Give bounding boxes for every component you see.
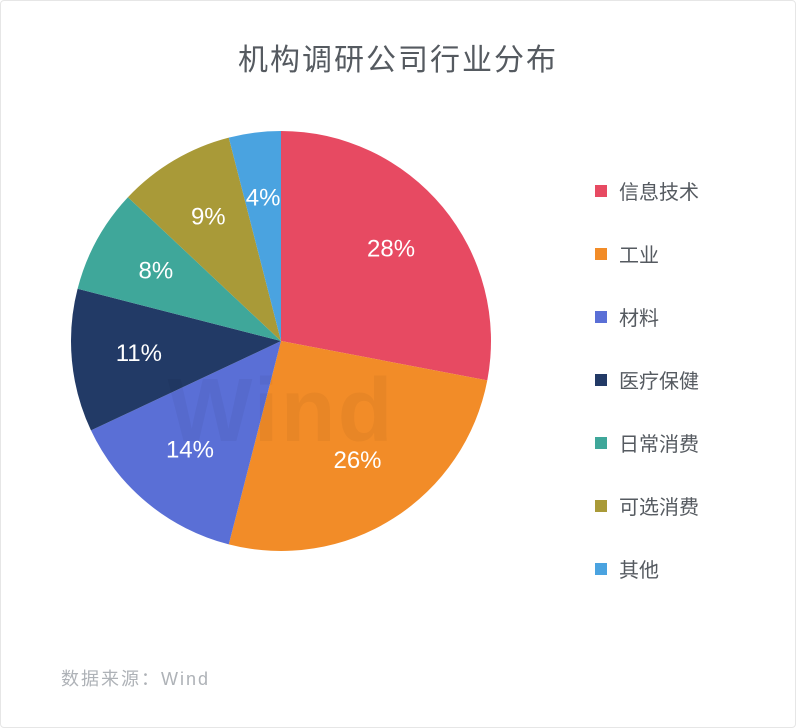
slice-label: 8% [139, 258, 174, 285]
legend-label: 日常消费 [619, 428, 699, 457]
legend-label: 其他 [619, 554, 659, 583]
slice-label: 28% [367, 235, 415, 262]
slice-label: 11% [116, 340, 162, 367]
legend-item: 日常消费 [595, 428, 765, 457]
slice-label: 9% [191, 203, 226, 230]
legend-label: 工业 [619, 239, 659, 268]
legend-item: 其他 [595, 554, 765, 583]
slice-label: 4% [246, 185, 281, 212]
slice-label: 14% [166, 436, 214, 463]
legend-item: 信息技术 [595, 176, 765, 205]
legend-item: 医疗保健 [595, 365, 765, 394]
pie-chart: 28% 26% 14% 11% 8% 9% 4% [61, 121, 501, 561]
legend-swatch [595, 185, 607, 197]
legend-swatch [595, 500, 607, 512]
legend-item: 材料 [595, 302, 765, 331]
legend-swatch [595, 563, 607, 575]
legend-label: 材料 [619, 302, 659, 331]
legend-swatch [595, 311, 607, 323]
legend-item: 可选消费 [595, 491, 765, 520]
chart-title: 机构调研公司行业分布 [1, 35, 795, 79]
legend-swatch [595, 248, 607, 260]
legend-swatch [595, 374, 607, 386]
data-source: 数据来源：Wind [61, 665, 210, 691]
legend-label: 医疗保健 [619, 365, 699, 394]
slice-label: 26% [333, 447, 381, 474]
legend-label: 可选消费 [619, 491, 699, 520]
legend-label: 信息技术 [619, 176, 699, 205]
legend: 信息技术工业材料医疗保健日常消费可选消费其他 [595, 176, 765, 617]
legend-swatch [595, 437, 607, 449]
legend-item: 工业 [595, 239, 765, 268]
